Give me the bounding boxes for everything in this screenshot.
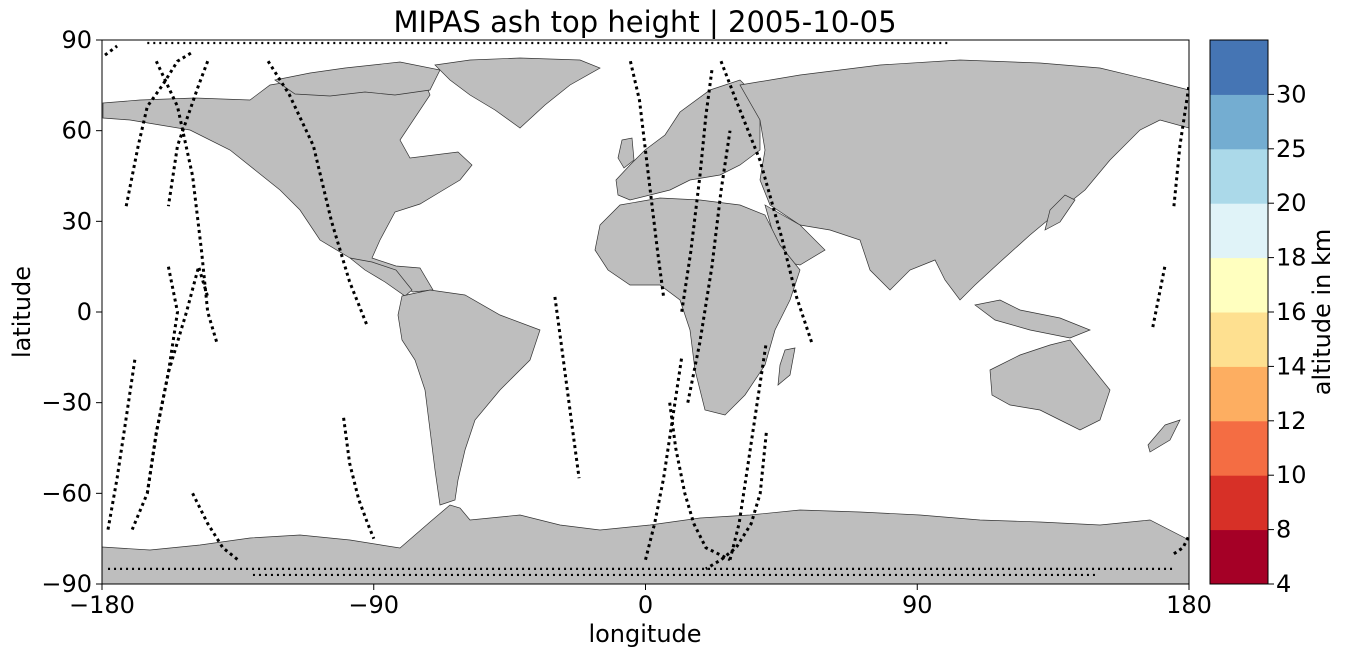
land-antarctica: [102, 504, 1189, 584]
orbit-track-22: [1173, 534, 1189, 556]
colorbar-label: altitude in km: [1308, 229, 1336, 396]
orbit-track-15: [686, 130, 732, 403]
orbit-tracks: [104, 41, 1189, 577]
orbit-track-17: [680, 70, 714, 313]
colorbar-tick-label: 14: [1276, 352, 1307, 380]
x-tick-label: 180: [1166, 591, 1212, 619]
chart-title: MIPAS ash top height | 2005-10-05: [393, 5, 896, 39]
colorbar-tick-label: 4: [1276, 570, 1291, 598]
x-tick-label: 0: [638, 591, 653, 619]
colorbar-segment: [1210, 203, 1268, 259]
land-greenland: [434, 57, 601, 129]
colorbar-tick-label: 20: [1276, 189, 1307, 217]
colorbar-tick-label: 12: [1276, 407, 1307, 435]
colorbar-tick-label: 25: [1276, 135, 1307, 163]
orbit-track-14: [644, 357, 684, 561]
land-uk: [617, 137, 635, 169]
colorbar-tick-label: 16: [1276, 298, 1307, 326]
land-madagascar: [777, 347, 796, 386]
y-tick-label: 90: [61, 26, 92, 54]
orbit-track-1: [104, 44, 119, 57]
land-japan: [1044, 194, 1076, 231]
land-layer: [102, 57, 1189, 584]
land-indonesia: [974, 299, 1091, 339]
colorbar-segment: [1210, 148, 1268, 204]
colorbar-tick-label: 30: [1276, 80, 1307, 108]
orbit-track-18: [705, 432, 768, 571]
orbit-track-7: [106, 357, 137, 530]
y-tick-label: −30: [41, 389, 92, 417]
colorbar-segment: [1210, 94, 1268, 150]
y-tick-label: 60: [61, 117, 92, 145]
orbit-track-11: [553, 296, 581, 479]
x-axis-label: longitude: [588, 620, 701, 648]
y-axis-label: latitude: [8, 266, 36, 358]
colorbar-segment: [1210, 257, 1268, 313]
colorbar: 4 8 10 12 14 16 18 20 25 30: [1209, 39, 1307, 598]
orbit-track-20: [1172, 85, 1189, 207]
colorbar-tick-label: 10: [1276, 461, 1307, 489]
x-tick-label: −180: [69, 591, 135, 619]
orbit-track-12: [628, 60, 666, 298]
land-new-zealand: [1147, 419, 1181, 453]
y-tick-label: −90: [41, 570, 92, 598]
colorbar-segment: [1210, 366, 1268, 422]
colorbar-segment: [1210, 475, 1268, 531]
land-central-america: [349, 257, 413, 297]
land-arctic-islands: [274, 61, 441, 97]
colorbar-tick-label: 8: [1276, 516, 1291, 544]
y-tick-label: 30: [61, 207, 92, 235]
orbit-track-9: [266, 60, 370, 328]
orbit-track-8: [191, 492, 239, 561]
y-tick-label: −60: [41, 479, 92, 507]
y-axis: 90 60 30 0 −30 −60 −90: [41, 26, 102, 598]
colorbar-tick-label: 18: [1276, 244, 1307, 272]
y-tick-label: 0: [77, 298, 92, 326]
colorbar-segment: [1210, 40, 1268, 95]
colorbar-segment: [1210, 529, 1268, 585]
x-tick-label: 90: [902, 591, 933, 619]
x-axis: −180 −90 0 90 180: [69, 584, 1212, 619]
orbit-track-19: [728, 341, 768, 561]
land-south-america: [397, 289, 541, 506]
colorbar-segment: [1210, 312, 1268, 367]
x-tick-label: −90: [348, 591, 399, 619]
land-australia: [989, 339, 1111, 431]
orbit-track-2: [154, 60, 219, 343]
orbit-track-16: [719, 60, 814, 343]
colorbar-segment: [1210, 420, 1268, 476]
